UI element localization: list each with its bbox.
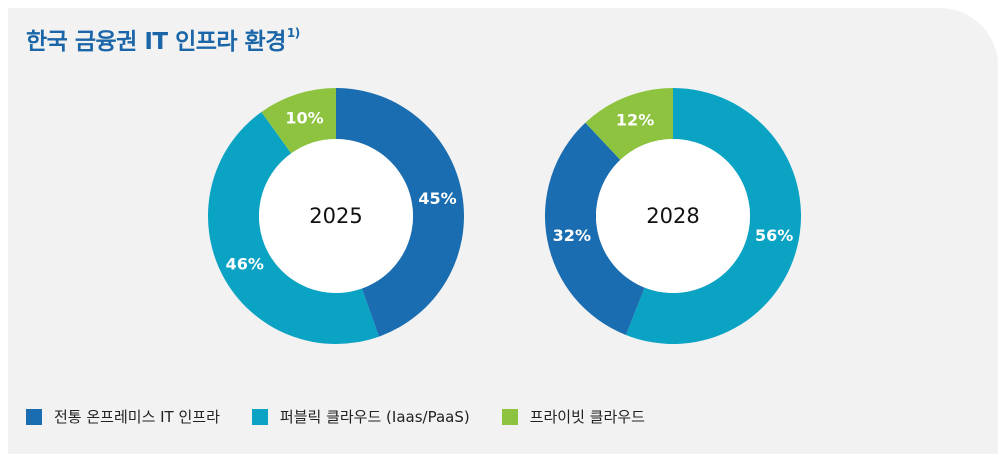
donut-chart-2025: 45% 46% 10% 2025	[208, 88, 464, 344]
slice-label-public-cloud: 56%	[755, 226, 793, 245]
legend-label-on-premise: 전통 온프레미스 IT 인프라	[54, 408, 220, 426]
donut-slice-public-cloud	[625, 88, 802, 344]
chart-title-text: 한국 금융권 IT 인프라 환경	[26, 29, 286, 55]
slice-label-on-premise: 45%	[418, 189, 456, 208]
legend-swatch-private-cloud	[501, 408, 518, 425]
legend-swatch-on-premise	[26, 408, 42, 425]
legend: 전통 온프레미스 IT 인프라 퍼블릭 클라우드 (Iaas/PaaS) 프라이…	[26, 406, 677, 427]
slice-label-private-cloud: 10%	[285, 108, 323, 127]
donut-slice-on-premise	[545, 122, 645, 336]
donut-charts: 45% 46% 10% 2025 56% 32% 12% 2028	[208, 88, 802, 344]
slice-label-on-premise: 32%	[553, 226, 591, 245]
legend-item-public-cloud: 퍼블릭 클라우드 (Iaas/PaaS)	[251, 406, 470, 427]
slice-label-private-cloud: 12%	[616, 111, 654, 130]
legend-item-on-premise: 전통 온프레미스 IT 인프라	[26, 406, 220, 427]
title-footnote-marker: 1)	[286, 26, 300, 41]
legend-label-private-cloud: 프라이빗 클라우드	[529, 408, 645, 426]
chart-panel	[8, 8, 998, 454]
donut-slice-private-cloud	[261, 88, 336, 154]
donut-hole	[259, 139, 413, 293]
donut-center-year: 2025	[309, 204, 362, 228]
donut-slice-private-cloud	[585, 88, 673, 160]
legend-item-private-cloud: 프라이빗 클라우드	[501, 406, 645, 427]
legend-swatch-public-cloud	[251, 408, 268, 425]
legend-label-public-cloud: 퍼블릭 클라우드 (Iaas/PaaS)	[279, 408, 470, 426]
donut-slice-public-cloud	[208, 111, 379, 344]
donut-slice-on-premise	[336, 88, 464, 337]
chart-title: 한국 금융권 IT 인프라 환경1)	[26, 22, 300, 56]
donut-center-year: 2028	[646, 204, 699, 228]
donut-hole	[596, 139, 750, 293]
donut-chart-2028: 56% 32% 12% 2028	[545, 88, 802, 344]
slice-label-public-cloud: 46%	[226, 254, 264, 273]
